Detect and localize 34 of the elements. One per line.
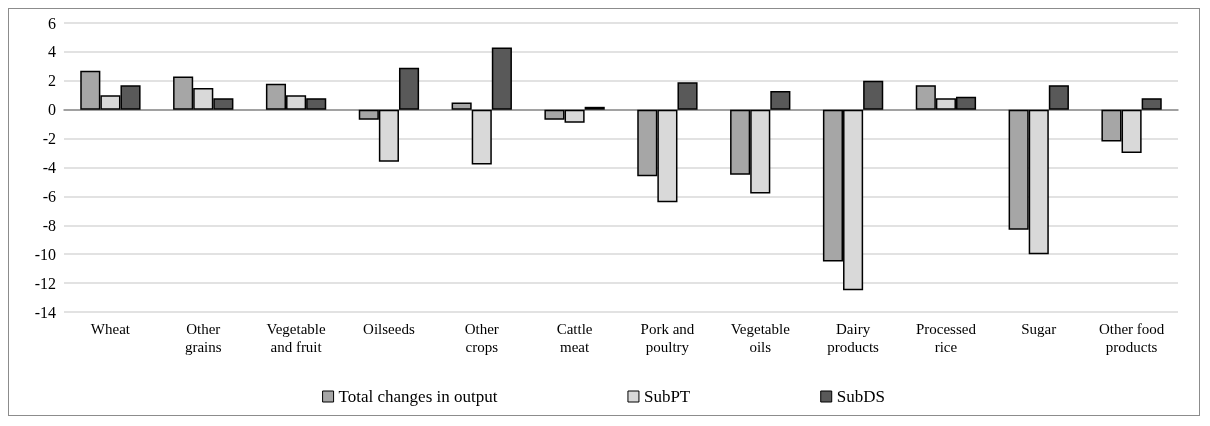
y-tick-label: -8 [42, 216, 56, 234]
bar [677, 82, 698, 110]
y-tick-label: -6 [42, 187, 56, 205]
y-tick-label: -14 [34, 303, 56, 321]
bar [398, 67, 420, 110]
x-tick-label: Other food products [1098, 321, 1165, 355]
bar [863, 80, 884, 110]
bar [1048, 85, 1069, 110]
x-tick-label: Dairy products [827, 321, 880, 355]
legend-label: SubPT [643, 387, 691, 406]
y-tick-label: -10 [34, 245, 56, 263]
bar [1141, 98, 1162, 110]
x-tick-label: Other crops [464, 321, 499, 355]
x-tick-label: Processed rice [915, 321, 977, 355]
x-tick-label: Vegetable oils [730, 321, 791, 355]
legend-label: Total changes in output [338, 387, 498, 406]
x-tick-label: Wheat [90, 321, 131, 337]
x-tick-label: Pork and poultry [640, 321, 695, 355]
x-tick-label: Oilseeds [363, 321, 415, 337]
x-tick-label: Cattle meat [556, 321, 593, 355]
x-tick-label: Sugar [1021, 321, 1057, 337]
y-tick-label: 4 [48, 43, 56, 61]
y-tick-label: 0 [48, 101, 56, 119]
x-tick-label: Vegetable and fruit [266, 321, 326, 355]
x-tick-label: Other grains [184, 321, 222, 355]
y-tick-label: 6 [48, 14, 56, 32]
y-tick-label: 2 [48, 72, 56, 90]
legend-label: SubDS [836, 387, 885, 406]
bar [491, 47, 512, 110]
y-tick-label: -4 [42, 159, 56, 176]
y-tick-label: -2 [42, 130, 56, 148]
bar [770, 90, 791, 110]
bar [451, 102, 472, 110]
y-tick-label: -12 [34, 274, 56, 292]
